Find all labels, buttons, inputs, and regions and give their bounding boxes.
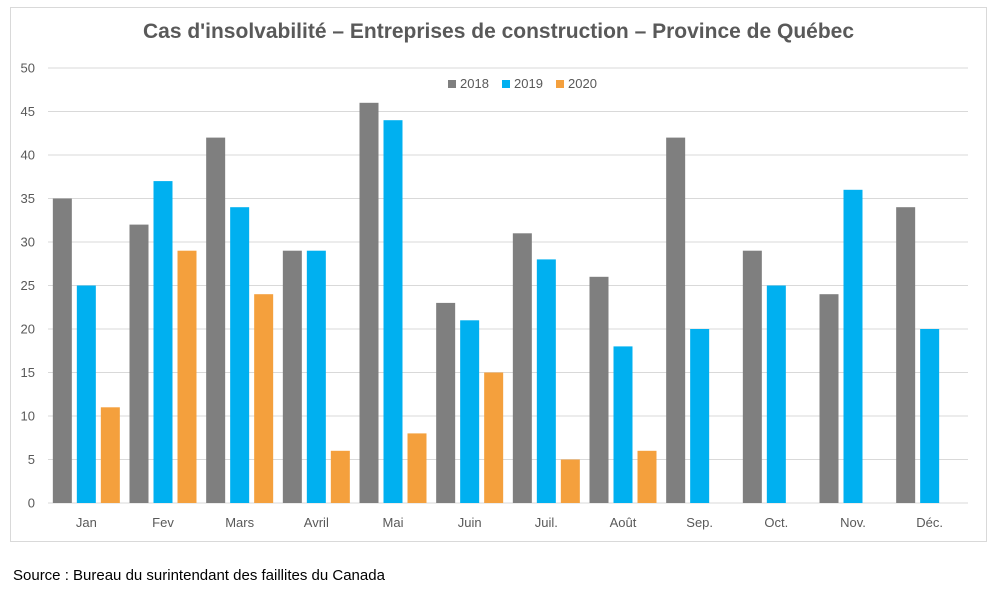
y-tick-label: 0 [28, 496, 35, 511]
bar-2019-Oct. [766, 285, 786, 503]
y-tick-label: 5 [28, 452, 35, 467]
legend-label-2018: 2018 [460, 76, 489, 91]
bar-2019-Sep. [690, 329, 710, 503]
bar-2019-Juin [460, 320, 480, 503]
y-tick-label: 10 [21, 409, 35, 424]
bar-2020-Août [637, 450, 657, 503]
bar-2018-Août [589, 276, 609, 503]
bar-2018-Déc. [896, 207, 916, 503]
legend: 2018 2019 2020 [448, 76, 597, 91]
bar-2020-Avril [330, 450, 350, 503]
y-tick-label: 25 [21, 278, 35, 293]
source-note: Source : Bureau du surintendant des fail… [13, 567, 385, 584]
legend-swatch-2018 [448, 80, 456, 88]
legend-label-2019: 2019 [514, 76, 543, 91]
x-tick-label: Mars [225, 515, 254, 530]
x-tick-label: Fev [152, 515, 174, 530]
y-tick-label: 30 [21, 235, 35, 250]
y-tick-label: 40 [21, 148, 35, 163]
y-tick-label: 20 [21, 322, 35, 337]
bar-2018-Sep. [666, 137, 686, 503]
y-tick-label: 15 [21, 365, 35, 380]
bar-2018-Jan [52, 198, 72, 503]
bar-2018-Juin [436, 302, 456, 503]
x-tick-label: Juin [458, 515, 482, 530]
bar-2019-Nov. [843, 189, 863, 504]
bar-2019-Août [613, 346, 633, 503]
bar-2019-Juil. [536, 259, 556, 503]
bar-2019-Mars [230, 207, 250, 503]
bar-2020-Mai [407, 433, 427, 503]
y-tick-label: 45 [21, 104, 35, 119]
x-axis-labels: Jan Fev Mars Avril Mai Juin Juil. Août Sep. Oct. N… [76, 515, 943, 530]
x-tick-label: Déc. [916, 515, 943, 530]
legend-label-2020: 2020 [568, 76, 597, 91]
x-tick-label: Avril [304, 515, 329, 530]
x-tick-label: Sep. [686, 515, 713, 530]
y-tick-label: 50 [21, 61, 35, 76]
bar-2018-Avril [282, 250, 302, 503]
bar-2020-Juin [484, 372, 504, 503]
bars [52, 102, 940, 504]
bar-2018-Nov. [819, 294, 839, 503]
x-tick-label: Nov. [840, 515, 866, 530]
bar-2020-Mars [254, 294, 274, 503]
bar-2019-Avril [306, 250, 326, 503]
legend-swatch-2020 [556, 80, 564, 88]
bar-2019-Fev [153, 181, 173, 503]
x-tick-label: Jan [76, 515, 97, 530]
bar-2020-Fev [177, 250, 197, 503]
bar-2020-Jan [100, 407, 120, 503]
x-tick-label: Mai [383, 515, 404, 530]
y-axis-ticks: 0 5 10 15 20 25 30 35 40 45 50 [21, 61, 35, 511]
y-tick-label: 35 [21, 191, 35, 206]
x-tick-label: Août [610, 515, 637, 530]
legend-swatch-2019 [502, 80, 510, 88]
bar-2018-Juil. [512, 233, 532, 504]
bar-2019-Déc. [920, 329, 940, 503]
bar-2018-Oct. [742, 250, 762, 503]
bar-2019-Jan [76, 285, 96, 503]
bar-2018-Fev [129, 224, 149, 503]
bar-2018-Mai [359, 102, 379, 504]
gridlines [48, 67, 968, 504]
x-tick-label: Oct. [764, 515, 788, 530]
bar-2018-Mars [206, 137, 226, 503]
bar-2019-Mai [383, 120, 403, 503]
chart-title: Cas d'insolvabilité – Entreprises de con… [142, 20, 855, 43]
bar-2020-Juil. [560, 459, 580, 503]
x-tick-label: Juil. [535, 515, 558, 530]
